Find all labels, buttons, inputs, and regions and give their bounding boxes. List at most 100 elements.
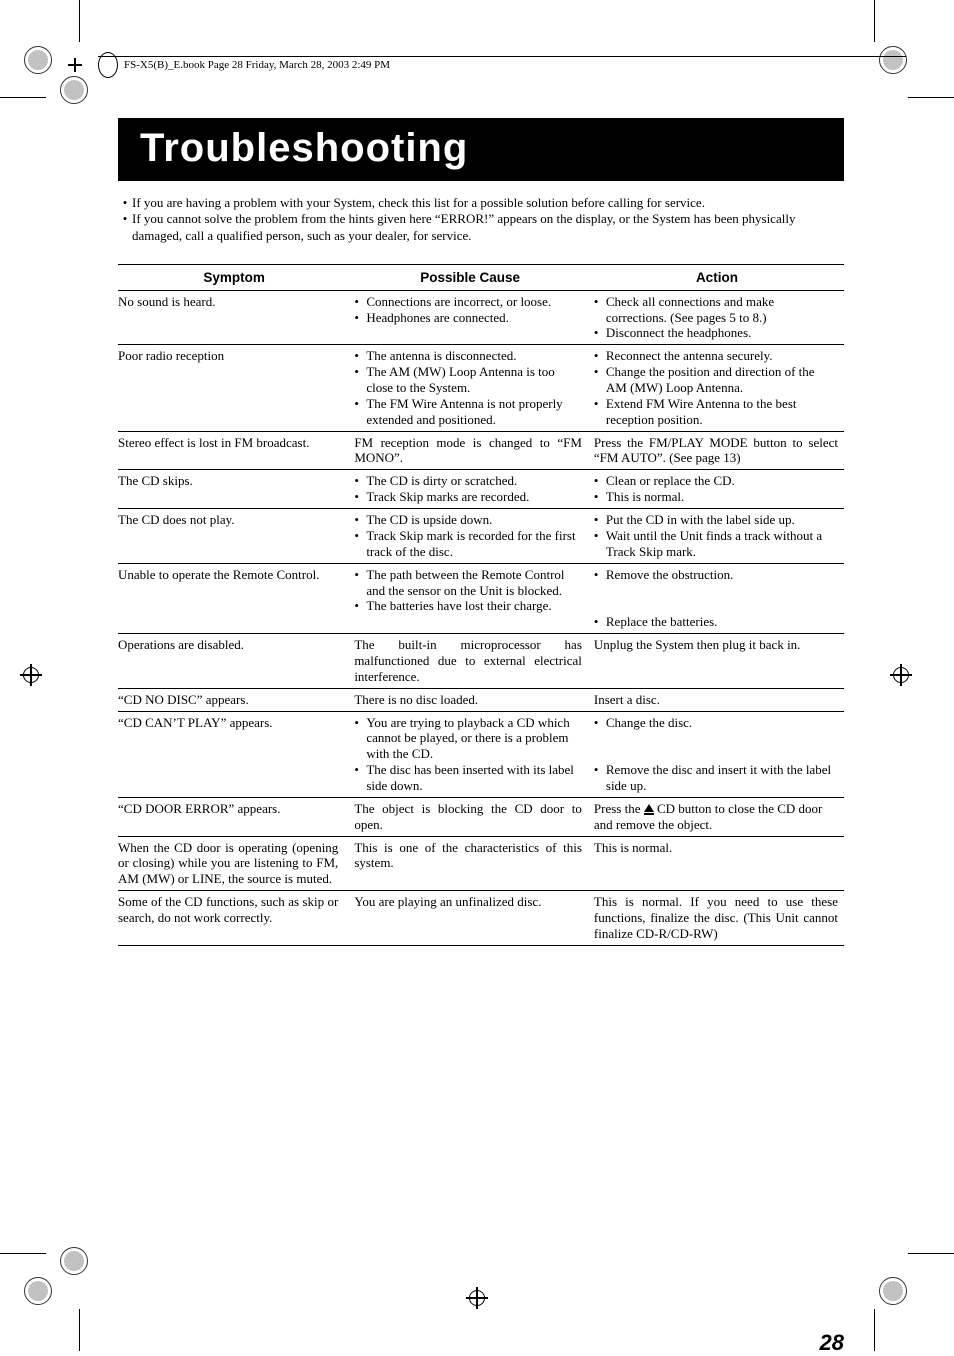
crop-mark (0, 97, 46, 98)
symptom-cell: Poor radio reception (118, 345, 350, 431)
framemaker-header-bar: FS-X5(B)_E.book Page 28 Friday, March 28… (98, 56, 906, 74)
action-cell: •Put the CD in with the label side up.•W… (590, 509, 844, 564)
cause-cell: •The antenna is disconnected.•The AM (MW… (350, 345, 590, 431)
page-content: Troubleshooting • If you are having a pr… (118, 118, 844, 946)
corner-ornament (24, 1277, 52, 1305)
symptom-cell: Some of the CD functions, such as skip o… (118, 891, 350, 946)
symptom-cell: “CD DOOR ERROR” appears. (118, 797, 350, 836)
cause-cell: The object is blocking the CD door to op… (350, 797, 590, 836)
crop-mark (874, 0, 875, 42)
list-item (594, 746, 838, 762)
list-item: •The antenna is disconnected. (354, 348, 582, 364)
list-item: •Track Skip mark is recorded for the fir… (354, 528, 582, 560)
cause-cell: •Connections are incorrect, or loose.•He… (350, 290, 590, 345)
list-item: •The CD is dirty or scratched. (354, 473, 582, 489)
table-row: Operations are disabled.The built-in mic… (118, 634, 844, 689)
list-item: •Check all connections and make correcti… (594, 294, 838, 326)
list-item: •Change the position and direction of th… (594, 364, 838, 396)
list-item: •Clean or replace the CD. (594, 473, 838, 489)
action-cell: Unplug the System then plug it back in. (590, 634, 844, 689)
list-item: •You are trying to playback a CD which c… (354, 715, 582, 763)
intro-line: • If you are having a problem with your … (118, 195, 844, 211)
action-cell: •Remove the obstruction. •Replace the ba… (590, 563, 844, 633)
table-row: “CD NO DISC” appears.There is no disc lo… (118, 688, 844, 711)
col-action: Action (590, 264, 844, 290)
cause-cell: You are playing an unfinalized disc. (350, 891, 590, 946)
table-row: Poor radio reception•The antenna is disc… (118, 345, 844, 431)
corner-ornament (879, 1277, 907, 1305)
list-item: •Connections are incorrect, or loose. (354, 294, 582, 310)
table-row: Some of the CD functions, such as skip o… (118, 891, 844, 946)
registration-mark (20, 664, 42, 686)
action-cell: •Check all connections and make correcti… (590, 290, 844, 345)
col-symptom: Symptom (118, 264, 350, 290)
cause-cell: •The path between the Remote Control and… (350, 563, 590, 633)
table-row: “CD DOOR ERROR” appears.The object is bl… (118, 797, 844, 836)
list-item: •Extend FM Wire Antenna to the best rece… (594, 396, 838, 428)
crop-mark (79, 0, 80, 42)
corner-ornament (60, 1247, 88, 1275)
list-item: •Track Skip marks are recorded. (354, 489, 582, 505)
symptom-cell: “CD CAN’T PLAY” appears. (118, 711, 350, 797)
list-item: •Remove the obstruction. (594, 567, 838, 583)
intro-text: If you cannot solve the problem from the… (132, 211, 844, 244)
eject-icon (644, 804, 654, 812)
page-title: Troubleshooting (118, 118, 844, 181)
symptom-cell: “CD NO DISC” appears. (118, 688, 350, 711)
book-icon (98, 52, 118, 78)
list-item (594, 730, 838, 746)
crop-mark (908, 1253, 954, 1254)
cause-cell: There is no disc loaded. (350, 688, 590, 711)
table-row: Stereo effect is lost in FM broadcast.FM… (118, 431, 844, 470)
list-item: •Headphones are connected. (354, 310, 582, 326)
table-row: Unable to operate the Remote Control.•Th… (118, 563, 844, 633)
list-item: •Replace the batteries. (594, 614, 838, 630)
registration-mark (466, 1287, 488, 1309)
list-item: •The disc has been inserted with its lab… (354, 762, 582, 794)
troubleshooting-table: Symptom Possible Cause Action No sound i… (118, 264, 844, 946)
list-item (594, 598, 838, 614)
symptom-cell: The CD does not play. (118, 509, 350, 564)
list-item: •Wait until the Unit finds a track witho… (594, 528, 838, 560)
symptom-cell: When the CD door is operating (opening o… (118, 836, 350, 891)
action-cell: Press the FM/PLAY MODE button to select … (590, 431, 844, 470)
symptom-cell: Stereo effect is lost in FM broadcast. (118, 431, 350, 470)
cause-cell: FM reception mode is changed to “FM MONO… (350, 431, 590, 470)
intro-block: • If you are having a problem with your … (118, 195, 844, 244)
cause-cell: The built-in microprocessor has malfunct… (350, 634, 590, 689)
list-item: •This is normal. (594, 489, 838, 505)
crop-mark (0, 1253, 46, 1254)
table-header-row: Symptom Possible Cause Action (118, 264, 844, 290)
crop-mark (908, 97, 954, 98)
symptom-cell: Unable to operate the Remote Control. (118, 563, 350, 633)
list-item: •Reconnect the antenna securely. (594, 348, 838, 364)
bullet-icon: • (118, 211, 132, 244)
table-row: The CD does not play.•The CD is upside d… (118, 509, 844, 564)
cause-cell: •You are trying to playback a CD which c… (350, 711, 590, 797)
framemaker-header-text: FS-X5(B)_E.book Page 28 Friday, March 28… (124, 59, 390, 71)
table-row: The CD skips.•The CD is dirty or scratch… (118, 470, 844, 509)
list-item: •Change the disc. (594, 715, 838, 731)
crop-mark (79, 1309, 80, 1351)
table-row: No sound is heard.•Connections are incor… (118, 290, 844, 345)
cause-cell: •The CD is upside down.•Track Skip mark … (350, 509, 590, 564)
intro-line: • If you cannot solve the problem from t… (118, 211, 844, 244)
corner-ornament (24, 46, 52, 74)
list-item: •The AM (MW) Loop Antenna is too close t… (354, 364, 582, 396)
cause-cell: •The CD is dirty or scratched.•Track Ski… (350, 470, 590, 509)
symptom-cell: No sound is heard. (118, 290, 350, 345)
bullet-icon: • (118, 195, 132, 211)
col-cause: Possible Cause (350, 264, 590, 290)
intro-text: If you are having a problem with your Sy… (132, 195, 844, 211)
list-item: •The CD is upside down. (354, 512, 582, 528)
action-cell: Insert a disc. (590, 688, 844, 711)
page-number: 28 (820, 1330, 844, 1356)
action-cell: •Change the disc. •Remove the disc and i… (590, 711, 844, 797)
list-item: •Remove the disc and insert it with the … (594, 762, 838, 794)
table-row: When the CD door is operating (opening o… (118, 836, 844, 891)
list-item: •Put the CD in with the label side up. (594, 512, 838, 528)
list-item: •The FM Wire Antenna is not properly ext… (354, 396, 582, 428)
cause-cell: This is one of the characteristics of th… (350, 836, 590, 891)
action-cell: This is normal. (590, 836, 844, 891)
action-cell: Press the CD button to close the CD door… (590, 797, 844, 836)
